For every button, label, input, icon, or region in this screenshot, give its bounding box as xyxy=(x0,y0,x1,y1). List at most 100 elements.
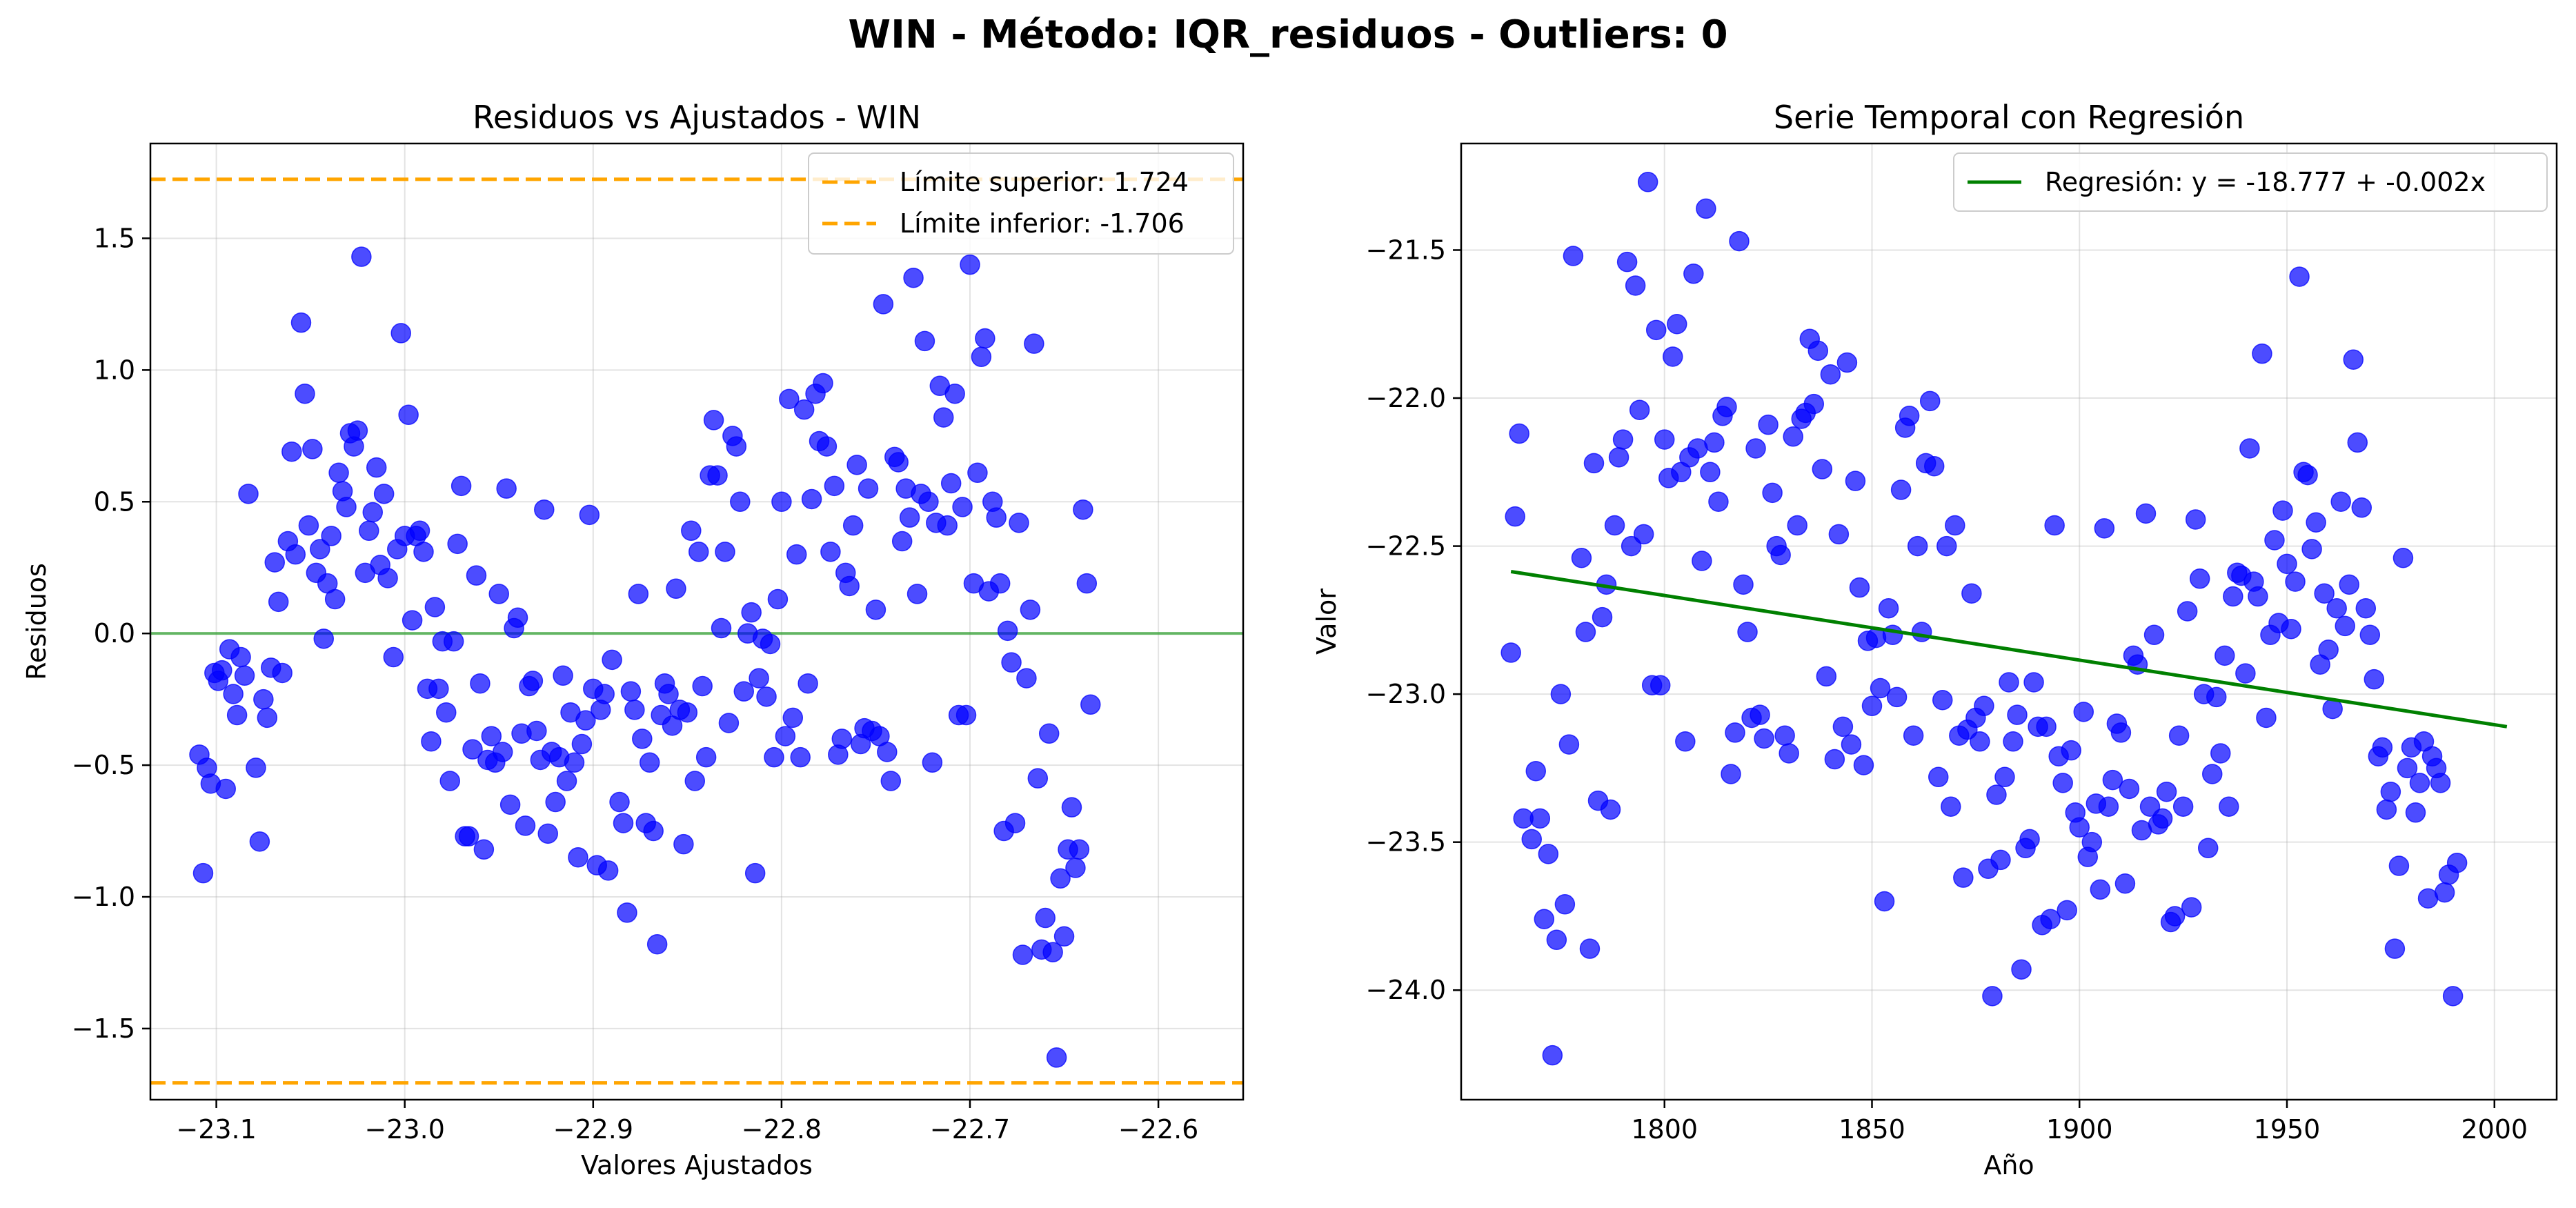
y-tick-label: −23.0 xyxy=(1366,679,1446,709)
data-point xyxy=(290,312,312,333)
data-point xyxy=(658,684,679,704)
data-point xyxy=(1509,423,1529,444)
data-point xyxy=(192,862,214,884)
data-point xyxy=(2306,512,2326,533)
legend-label: Regresión: y = -18.777 + -0.002x xyxy=(2045,167,2486,197)
data-point xyxy=(268,591,289,613)
data-point xyxy=(1550,684,1572,704)
data-point xyxy=(1725,722,1745,743)
data-point xyxy=(681,520,702,542)
data-point xyxy=(960,254,980,275)
data-point xyxy=(2206,686,2227,708)
data-point xyxy=(1534,909,1555,929)
data-point xyxy=(1919,390,1941,412)
data-point xyxy=(624,700,645,720)
data-point xyxy=(238,484,259,504)
data-point xyxy=(328,462,349,484)
data-point xyxy=(2094,518,2115,539)
data-point xyxy=(1016,668,1037,689)
data-point xyxy=(1721,764,1741,784)
data-point xyxy=(955,704,977,726)
data-point xyxy=(786,544,807,565)
data-point xyxy=(462,739,483,760)
data-point xyxy=(1733,574,1754,595)
data-point xyxy=(2003,731,2023,752)
data-point xyxy=(2172,796,2194,817)
data-point xyxy=(1521,829,1543,850)
data-point xyxy=(2252,343,2272,364)
y-tick-label: −0.5 xyxy=(72,750,135,780)
x-tick-label: 2000 xyxy=(2461,1114,2528,1145)
data-point xyxy=(733,681,755,702)
data-point xyxy=(537,823,558,844)
data-point xyxy=(952,497,973,517)
data-point xyxy=(967,462,988,484)
data-point xyxy=(975,328,995,349)
data-point xyxy=(1649,675,1671,696)
x-axis-label: Año xyxy=(1983,1150,2034,1180)
data-point xyxy=(1645,319,1667,341)
data-point xyxy=(2409,773,2430,793)
data-point xyxy=(1625,275,1646,296)
data-point xyxy=(1754,728,1774,749)
data-point xyxy=(899,507,920,528)
data-point xyxy=(613,813,634,833)
data-point xyxy=(230,646,251,668)
data-point xyxy=(366,457,387,478)
y-axis-label: Residuos xyxy=(21,563,52,680)
data-point xyxy=(2239,438,2260,459)
data-point xyxy=(246,758,266,778)
data-point xyxy=(1990,849,2011,871)
data-point xyxy=(1061,797,1082,818)
data-point xyxy=(891,531,913,552)
data-point xyxy=(351,246,372,267)
data-point xyxy=(2210,743,2231,764)
data-point xyxy=(234,665,255,686)
data-point xyxy=(390,323,411,344)
data-point xyxy=(1774,725,1795,746)
data-point xyxy=(1546,929,1567,951)
data-point xyxy=(1700,462,1721,483)
data-point xyxy=(703,410,724,430)
x-tick-label: −23.0 xyxy=(364,1114,444,1145)
data-point xyxy=(2052,773,2073,793)
data-point xyxy=(2359,624,2381,646)
plot-title: Residuos vs Ajustados - WIN xyxy=(473,99,921,136)
data-point xyxy=(2364,669,2385,690)
data-point xyxy=(515,815,536,836)
data-point xyxy=(1779,743,1799,764)
data-point xyxy=(744,862,766,884)
data-point xyxy=(620,681,642,702)
data-point xyxy=(2219,796,2239,817)
data-point xyxy=(2110,722,2132,743)
data-point xyxy=(313,628,335,649)
data-point xyxy=(1770,544,1791,566)
data-point xyxy=(1529,808,1551,829)
data-point xyxy=(571,733,593,755)
data-point xyxy=(880,771,902,791)
data-point xyxy=(711,617,732,639)
data-point xyxy=(2139,796,2161,817)
data-point xyxy=(1073,499,1093,520)
data-point xyxy=(285,544,306,565)
x-tick-label: 1850 xyxy=(1839,1114,1905,1145)
data-point xyxy=(1803,393,1825,415)
data-point xyxy=(906,584,928,604)
data-point xyxy=(1500,642,1521,663)
data-point xyxy=(1600,799,1621,820)
x-tick-label: −22.8 xyxy=(742,1114,822,1145)
data-point xyxy=(2102,769,2123,791)
data-point xyxy=(797,673,818,694)
data-point xyxy=(1903,725,1924,746)
data-point xyxy=(1708,491,1729,512)
data-point xyxy=(470,673,491,694)
data-point xyxy=(439,771,460,791)
x-tick-label: −22.6 xyxy=(1118,1114,1198,1145)
data-point xyxy=(684,771,706,791)
data-point xyxy=(2189,568,2210,589)
data-point xyxy=(1024,333,1044,354)
data-point xyxy=(1076,573,1098,594)
data-point xyxy=(1637,172,1658,192)
data-point xyxy=(1853,755,1874,775)
data-point xyxy=(1861,695,1883,717)
